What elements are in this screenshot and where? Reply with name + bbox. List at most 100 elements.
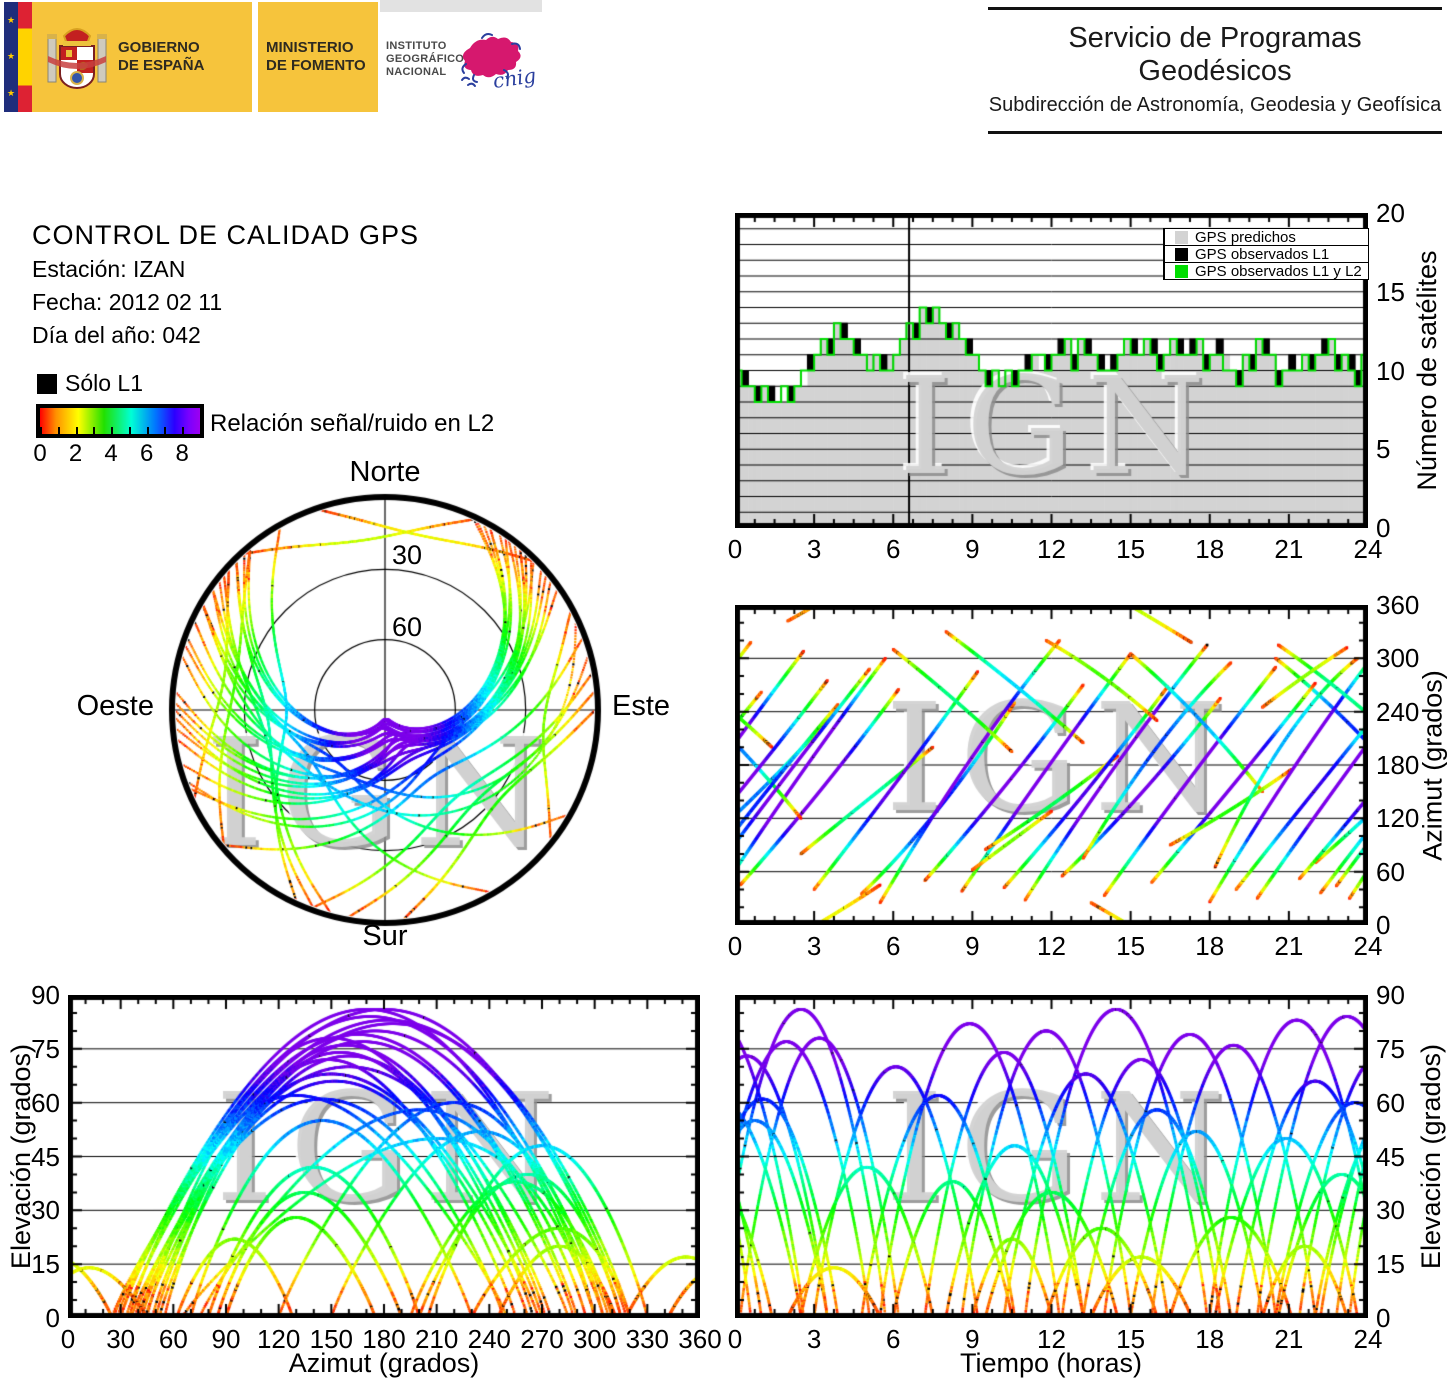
colorbar-tick-label: 2 [68,440,83,467]
tick-label: 21 [1274,534,1304,564]
legend-swatch [1175,247,1188,261]
tick-label: 60 [1376,1087,1405,1118]
tick-label: 180 [362,1324,406,1354]
tick-label: 30 [106,1324,136,1354]
tick-label: 21 [1274,931,1304,961]
tick-label: 6 [886,534,901,564]
skyplot-ring-60-label: 60 [392,612,423,642]
tick-label: 12 [1037,1324,1066,1354]
service-title: Servicio de Programas Geodésicos [1068,22,1362,87]
solo-l1-swatch [37,373,57,394]
tick-label: 15 [1376,276,1405,307]
legend-label: GPS observados L1 [1195,245,1330,263]
tick-label: 24 [1353,1324,1383,1354]
tick-label: 18 [1195,931,1225,961]
eu-star-icon: ★ [6,88,16,99]
sat-count-legend: GPS predichos GPS observados L1 GPS observ… [1163,228,1369,280]
tick-label: 240 [467,1324,512,1354]
legend-swatch [1175,230,1188,244]
tick-label: 3 [806,931,822,961]
tick-label: 18 [1195,1324,1225,1354]
tick-label: 90 [31,980,60,1010]
tick-label: 0 [60,1324,76,1354]
gobierno-block: GOBIERNO DE ESPAÑA [32,2,252,112]
skyplot-east-label: Este [612,690,671,722]
tick-label: 12 [1037,534,1066,564]
skyplot-south-label: Sur [362,920,408,952]
colorbar-tick-label: 4 [104,440,118,467]
tick-label: 0 [1376,513,1391,543]
tick-label: 360 [678,1324,722,1354]
tick-label: 30 [31,1195,60,1226]
tick-label: 15 [1116,931,1146,961]
legend-swatch [1175,264,1188,278]
legend-label: GPS observados L1 y L2 [1195,262,1362,280]
tick-label: 60 [31,1087,60,1118]
tick-label: 90 [1376,980,1405,1010]
legend-row: GPS observados L1 y L2 [1164,262,1369,280]
azimuth-time-canvas [735,605,1368,925]
tick-label: 0 [727,931,743,961]
legend-label: GPS predichos [1195,228,1296,246]
instituto-label: INSTITUTO GEOGRÁFICO NACIONAL [386,40,465,78]
eu-flag: ★ ★ ★ [4,2,18,112]
elevation-time-canvas [735,995,1368,1318]
colorbar-tick [93,427,96,434]
service-header-bottom-rule [988,131,1442,134]
tick-label: 180 [1376,750,1420,780]
eu-star-icon: ★ [6,51,16,62]
tick-label: 0 [727,1324,743,1354]
tick-label: 15 [31,1249,60,1280]
colorbar-tick [75,427,78,434]
colorbar-tick [128,427,131,434]
eu-star-icon: ★ [6,14,16,25]
report-day-of-year: Día del año: 042 [32,322,201,348]
skyplot-north-label: Norte [349,456,421,488]
tick-label: 150 [309,1324,354,1354]
tick-label: 0 [1376,1303,1391,1333]
solo-l1-label: Sólo L1 [65,370,144,396]
skyplot-ring-30-label: 30 [392,540,423,570]
ministerio-block: MINISTERIO DE FOMENTO [258,2,378,112]
tick-label: 0 [45,1303,60,1333]
tick-label: 75 [31,1033,60,1064]
page-title: CONTROL DE CALIDAD GPS [32,220,420,250]
tick-label: 45 [31,1141,60,1172]
tick-label: 270 [520,1324,564,1354]
tick-label: 3 [806,1324,822,1354]
service-subtitle: Subdirección de Astronomía, Geodesia y G… [988,94,1442,116]
elevation-azimuth-x-title: Azimut (grados) [288,1348,480,1378]
colorbar-tick-label: 8 [175,440,189,467]
spain-coat-of-arms-icon [46,16,108,99]
tick-label: 15 [1376,1249,1405,1280]
tick-label: 30 [1376,1195,1405,1226]
tick-label: 20 [1376,198,1405,228]
tick-label: 0 [727,534,743,564]
colorbar-tick [111,427,114,434]
report-station: Estación: IZAN [32,256,186,282]
colorbar-tick [146,427,149,434]
colorbar-tick-label: 0 [33,440,47,467]
tick-label: 0 [1376,910,1391,940]
cnig-label: cnig [491,63,537,92]
solo-l1-legend: Sólo L1 [37,370,143,397]
snr-colorbar [36,404,204,438]
tick-label: 9 [965,1324,980,1354]
legend-row: GPS predichos [1164,228,1369,246]
tick-label: 5 [1376,434,1391,465]
tick-label: 15 [1116,534,1146,564]
service-header: Servicio de Programas Geodésicos Subdire… [988,0,1442,134]
tick-label: 360 [1376,590,1420,620]
tick-label: 6 [886,1324,901,1354]
legend-row: GPS observados L1 [1164,245,1369,263]
tick-label: 15 [1116,1324,1146,1354]
gobierno-label: GOBIERNO DE ESPAÑA [118,39,205,74]
tick-label: 18 [1195,534,1225,564]
skyplot-canvas [150,475,620,945]
tick-label: 120 [256,1324,301,1354]
tick-label: 24 [1353,931,1383,961]
colorbar-tick [182,427,185,434]
tick-label: 75 [1376,1033,1405,1064]
tick-label: 12 [1037,931,1066,961]
instituto-banner-strip [380,0,542,12]
